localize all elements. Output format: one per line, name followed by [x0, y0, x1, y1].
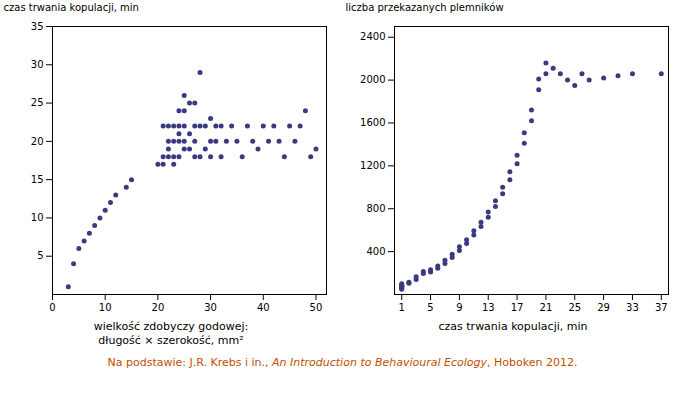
html-text:wielkość zdobyczy godowej: dłu: wielkość zdobyczy godowej: długość × sze…	[93, 320, 249, 347]
svg-text:0: 0	[49, 302, 55, 313]
html-text:Na podstawie: J.R. Krebs i in.: Na podstawie: J.R. Krebs i in., An Intro…	[107, 355, 578, 369]
svg-text:czas trwania kopulacji, min: czas trwania kopulacji, min	[4, 2, 139, 13]
svg-text:5: 5	[37, 250, 43, 261]
svg-text:25: 25	[31, 97, 44, 108]
svg-text:13: 13	[482, 302, 495, 313]
svg-text:37: 37	[655, 302, 668, 313]
svg-text:1200: 1200	[360, 160, 385, 171]
svg-text:2000: 2000	[360, 74, 385, 85]
svg-text:1: 1	[399, 302, 405, 313]
svg-text:29: 29	[597, 302, 610, 313]
svg-text:400: 400	[366, 246, 385, 257]
svg-text:800: 800	[366, 203, 385, 214]
svg-text:1600: 1600	[360, 117, 385, 128]
svg-text:15: 15	[31, 174, 44, 185]
svg-text:30: 30	[204, 302, 217, 313]
svg-text:50: 50	[310, 302, 323, 313]
svg-text:2400: 2400	[360, 31, 385, 42]
svg-text:25: 25	[568, 302, 581, 313]
svg-text:liczba przekazanych plemników: liczba przekazanych plemników	[346, 2, 504, 13]
svg-text:20: 20	[31, 136, 44, 147]
html-text:czas trwania kopulacji, min: czas trwania kopulacji, min	[438, 320, 588, 333]
svg-text:21: 21	[540, 302, 553, 313]
svg-text:40: 40	[257, 302, 270, 313]
svg-text:30: 30	[31, 59, 44, 70]
svg-text:5: 5	[427, 302, 433, 313]
svg-text:20: 20	[152, 302, 165, 313]
svg-text:35: 35	[31, 21, 44, 32]
svg-text:9: 9	[456, 302, 462, 313]
svg-text:10: 10	[99, 302, 112, 313]
svg-text:10: 10	[31, 212, 44, 223]
svg-text:17: 17	[511, 302, 524, 313]
svg-text:33: 33	[626, 302, 639, 313]
